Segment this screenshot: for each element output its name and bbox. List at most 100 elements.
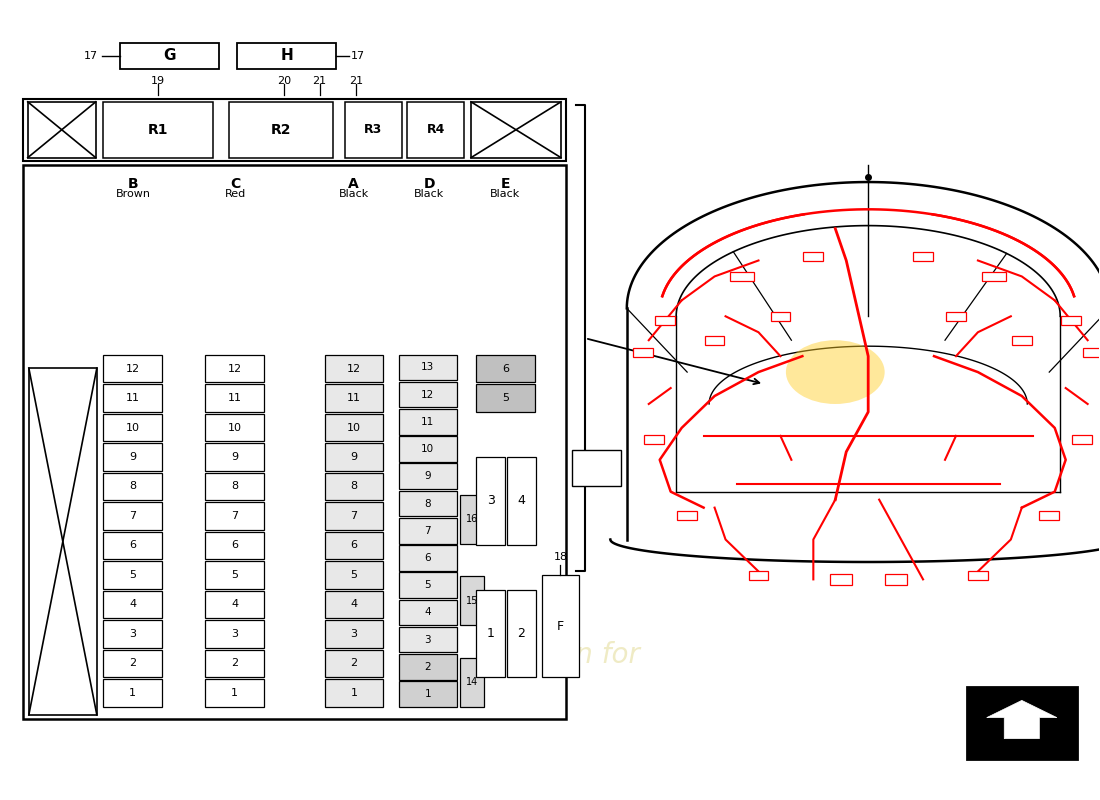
Bar xyxy=(507,457,536,545)
Text: 7: 7 xyxy=(425,526,431,536)
Text: E: E xyxy=(500,177,509,191)
Text: 3: 3 xyxy=(129,629,136,639)
Bar xyxy=(103,502,162,530)
Bar xyxy=(326,620,383,648)
Text: 4: 4 xyxy=(129,599,136,610)
Bar xyxy=(238,43,336,69)
Bar xyxy=(476,384,535,412)
Bar xyxy=(206,384,264,412)
Bar xyxy=(398,436,456,462)
Text: 4: 4 xyxy=(231,599,238,610)
Text: 13: 13 xyxy=(421,362,434,372)
Text: Red: Red xyxy=(224,189,245,198)
Text: 12: 12 xyxy=(228,363,242,374)
Bar xyxy=(103,384,162,412)
Text: 2: 2 xyxy=(231,658,238,669)
Text: 1: 1 xyxy=(129,688,136,698)
Bar xyxy=(326,502,383,530)
Text: a passion for: a passion for xyxy=(461,641,639,669)
Bar xyxy=(206,354,264,382)
Text: 17: 17 xyxy=(85,51,98,61)
Bar xyxy=(398,518,456,543)
Text: 9: 9 xyxy=(351,452,358,462)
Text: 8: 8 xyxy=(129,482,136,491)
Bar xyxy=(460,494,484,543)
Text: 5: 5 xyxy=(129,570,136,580)
Text: H: H xyxy=(280,49,293,63)
Bar xyxy=(326,561,383,589)
Bar xyxy=(730,272,755,282)
Text: 1: 1 xyxy=(351,688,358,698)
Bar xyxy=(206,473,264,501)
Text: R3: R3 xyxy=(364,123,383,136)
Text: 10: 10 xyxy=(228,422,242,433)
Text: 12: 12 xyxy=(421,390,434,400)
Bar xyxy=(705,336,725,345)
Bar xyxy=(326,384,383,412)
Text: Black: Black xyxy=(415,189,444,198)
Bar xyxy=(656,316,675,325)
Text: 2: 2 xyxy=(351,658,358,669)
Bar xyxy=(120,43,219,69)
Text: 3: 3 xyxy=(487,494,495,507)
Text: 9: 9 xyxy=(425,471,431,482)
Bar xyxy=(398,654,456,680)
Text: Black: Black xyxy=(490,189,520,198)
Text: A: A xyxy=(349,177,359,191)
Text: 15: 15 xyxy=(466,596,478,606)
Text: 5: 5 xyxy=(231,570,238,580)
Bar xyxy=(206,590,264,618)
Text: 9: 9 xyxy=(231,452,238,462)
Bar xyxy=(206,443,264,471)
Text: R2: R2 xyxy=(271,122,290,137)
Bar xyxy=(206,650,264,678)
Bar xyxy=(572,450,621,486)
Bar xyxy=(1072,435,1092,444)
Bar xyxy=(326,354,383,382)
Bar xyxy=(206,620,264,648)
Text: B: B xyxy=(128,177,139,191)
Bar xyxy=(326,414,383,442)
Bar xyxy=(967,687,1077,758)
Text: 11: 11 xyxy=(348,393,361,403)
Bar xyxy=(678,511,697,520)
Bar xyxy=(103,443,162,471)
Text: 18: 18 xyxy=(553,553,568,562)
Text: 11: 11 xyxy=(125,393,140,403)
Bar xyxy=(103,531,162,559)
Bar xyxy=(29,368,97,715)
Text: 2: 2 xyxy=(425,662,431,672)
Text: Black: Black xyxy=(339,189,369,198)
Bar xyxy=(326,650,383,678)
Text: 1: 1 xyxy=(487,627,495,640)
Text: 21: 21 xyxy=(312,76,327,86)
Text: 10: 10 xyxy=(348,422,361,433)
Bar xyxy=(1040,511,1059,520)
Text: 8: 8 xyxy=(425,498,431,509)
Bar xyxy=(23,98,566,161)
Bar xyxy=(968,571,988,580)
Bar xyxy=(28,102,96,158)
Text: 10: 10 xyxy=(421,444,434,454)
Text: 17: 17 xyxy=(351,51,365,61)
Text: 6: 6 xyxy=(425,553,431,563)
Bar xyxy=(326,531,383,559)
Bar xyxy=(1062,316,1081,325)
Text: 12: 12 xyxy=(125,363,140,374)
Text: 6: 6 xyxy=(231,541,238,550)
Text: R4: R4 xyxy=(427,123,446,136)
Bar xyxy=(206,502,264,530)
Bar xyxy=(23,165,566,719)
Bar xyxy=(476,590,505,678)
Bar xyxy=(326,443,383,471)
Bar xyxy=(103,354,162,382)
Text: F: F xyxy=(557,620,564,633)
Text: 6: 6 xyxy=(129,541,136,550)
Bar xyxy=(770,312,790,321)
Bar xyxy=(103,679,162,707)
Bar xyxy=(471,102,561,158)
Text: 5: 5 xyxy=(425,580,431,590)
Text: D: D xyxy=(424,177,436,191)
Text: 1: 1 xyxy=(425,689,431,699)
Text: 7: 7 xyxy=(231,511,238,521)
